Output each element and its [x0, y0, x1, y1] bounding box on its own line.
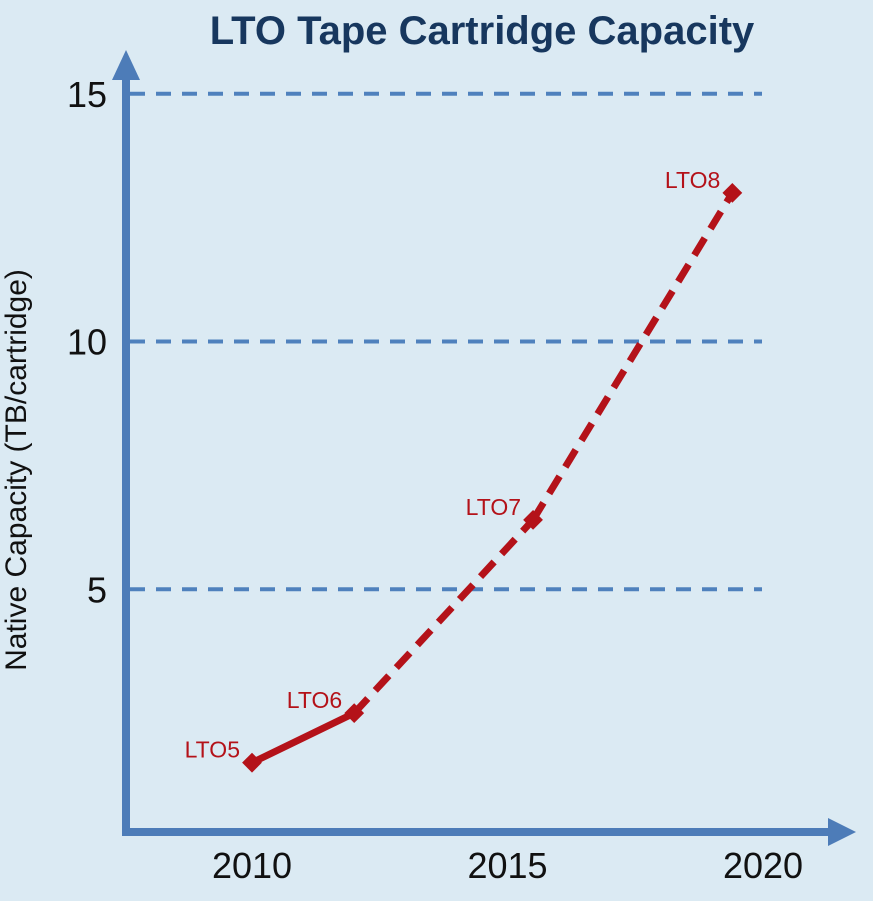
series-line-segment — [351, 517, 536, 716]
data-point-marker — [344, 703, 365, 724]
data-point-label: LTO7 — [466, 494, 521, 520]
chart-title: LTO Tape Cartridge Capacity — [210, 9, 755, 53]
y-tick-label: 5 — [87, 569, 107, 610]
y-tick-labels: 5 10 15 — [67, 74, 107, 611]
x-tick-label: 2020 — [723, 845, 803, 886]
x-axis-arrow-icon — [828, 818, 856, 846]
series-line-segment — [250, 709, 356, 766]
x-tick-label: 2015 — [467, 845, 547, 886]
y-tick-label: 15 — [67, 74, 107, 115]
gridlines — [130, 91, 762, 592]
axes — [112, 50, 856, 846]
series-line-segment — [530, 191, 736, 522]
data-point-marker — [523, 509, 543, 530]
data-point-label: LTO8 — [665, 167, 720, 193]
x-tick-label: 2010 — [212, 845, 292, 886]
y-axis-label: Native Capacity (TB/cartridge) — [0, 269, 33, 671]
y-tick-label: 10 — [67, 322, 107, 363]
data-point-label: LTO6 — [287, 687, 342, 713]
point-labels: LTO5 LTO6 LTO7 LTO8 — [185, 167, 721, 763]
y-axis-arrow-icon — [112, 50, 140, 80]
x-tick-labels: 2010 2015 2020 — [212, 845, 803, 886]
capacity-series — [242, 182, 743, 773]
data-point-label: LTO5 — [185, 737, 240, 763]
